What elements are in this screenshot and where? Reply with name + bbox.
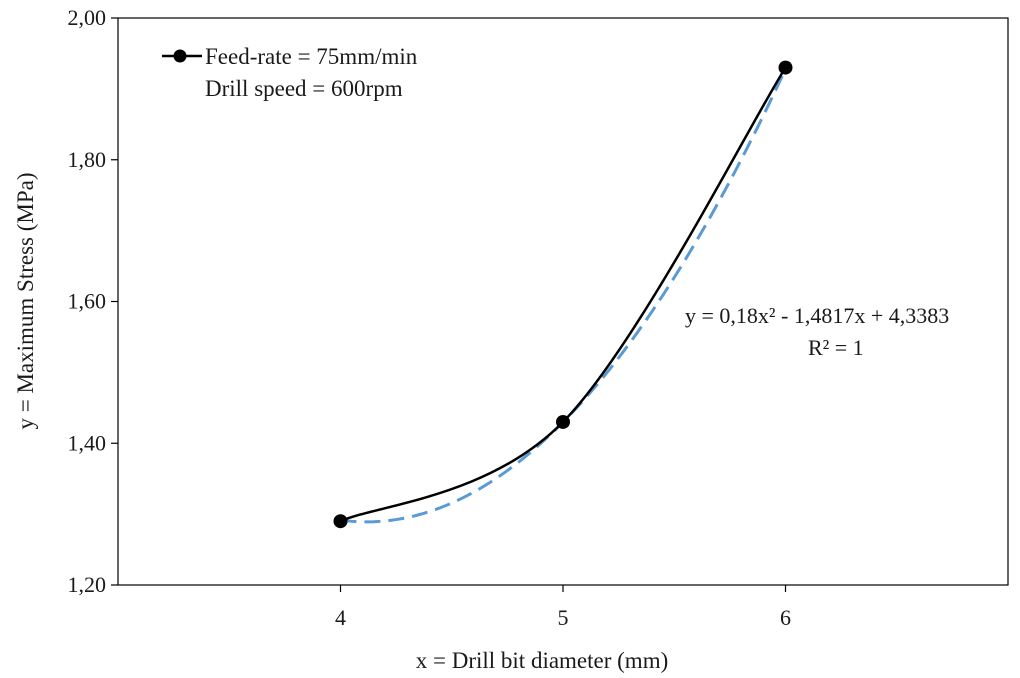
data-point <box>556 414 570 429</box>
y-axis-title: y = Maximum Stress (MPa) <box>13 172 38 429</box>
y-axis-ticks: 1,20 1,40 1,60 1,80 2,00 <box>68 5 118 597</box>
plot-area-border <box>117 17 1009 586</box>
data-point <box>778 60 793 75</box>
x-tick-label: 6 <box>780 605 791 630</box>
y-tick-label: 1,80 <box>68 147 107 172</box>
x-tick-label: 4 <box>335 605 346 630</box>
legend-entry-1: Feed-rate = 75mm/min <box>205 44 418 69</box>
y-tick-label: 2,00 <box>68 5 107 30</box>
legend: Feed-rate = 75mm/min Drill speed = 600rp… <box>162 44 418 101</box>
trendline-equation: y = 0,18x² - 1,4817x + 4,3383 <box>685 303 949 328</box>
x-tick-label: 5 <box>558 605 569 630</box>
x-axis-ticks: 4 5 6 <box>335 585 791 630</box>
series-markers <box>333 60 793 529</box>
x-axis-title: x = Drill bit diameter (mm) <box>416 648 669 673</box>
series-line <box>339 66 787 523</box>
legend-marker-icon <box>173 49 187 63</box>
trendline-r-squared: R² = 1 <box>808 335 864 360</box>
legend-entry-2: Drill speed = 600rpm <box>205 76 403 101</box>
y-tick-label: 1,20 <box>68 572 107 597</box>
y-tick-label: 1,60 <box>68 289 107 314</box>
y-tick-label: 1,40 <box>68 430 107 455</box>
data-point <box>333 514 348 529</box>
trendline-curve <box>340 68 787 524</box>
